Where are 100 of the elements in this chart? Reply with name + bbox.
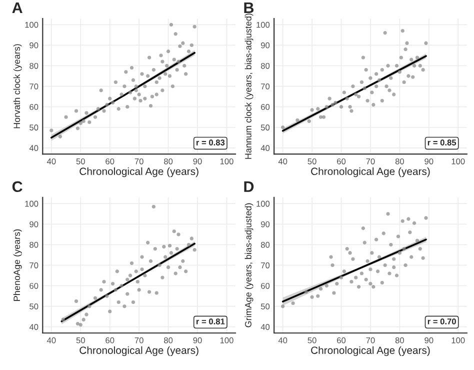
point xyxy=(137,288,141,292)
annotation: r = 0.85 xyxy=(428,140,456,146)
point xyxy=(339,104,344,109)
point xyxy=(384,84,388,88)
y-tick-label: 80 xyxy=(30,242,38,248)
x-tick-label: 80 xyxy=(164,158,173,164)
point xyxy=(400,219,404,223)
point xyxy=(388,88,392,92)
x-axis-title: Chronological Age (years) xyxy=(311,167,430,178)
point xyxy=(348,104,352,109)
y-tick-label: 90 xyxy=(261,221,270,228)
point xyxy=(318,287,323,291)
x-tick-label: 40 xyxy=(46,337,56,344)
point xyxy=(154,291,158,295)
point xyxy=(402,80,406,84)
point xyxy=(102,280,106,284)
y-axis-title: GrimAge (years, bias-adjusted) xyxy=(244,203,254,328)
y-tick-label: 40 xyxy=(29,324,38,330)
x-tick-label: 80 xyxy=(395,337,404,344)
y-tick-label: 60 xyxy=(261,282,270,289)
point xyxy=(372,284,376,289)
y-tick-label: 70 xyxy=(30,262,38,268)
point xyxy=(415,56,420,60)
point xyxy=(364,68,368,72)
point xyxy=(131,300,136,304)
point xyxy=(350,109,354,113)
point xyxy=(388,272,392,276)
x-tick-label: 80 xyxy=(395,158,404,164)
point xyxy=(368,76,372,80)
chart-title: D xyxy=(244,181,254,192)
point xyxy=(168,244,172,248)
point xyxy=(404,263,408,268)
point xyxy=(415,238,420,242)
point xyxy=(328,96,332,100)
point xyxy=(108,310,112,314)
point xyxy=(366,98,370,102)
point xyxy=(130,261,134,266)
point xyxy=(307,119,311,124)
point xyxy=(421,68,425,72)
point xyxy=(392,257,396,261)
point xyxy=(192,248,196,252)
point xyxy=(335,282,339,286)
point xyxy=(136,280,140,284)
point xyxy=(392,92,396,96)
y-axis-title: PhenoAge (years) xyxy=(13,229,22,301)
point xyxy=(360,80,364,84)
x-tick-label: 100 xyxy=(220,158,234,164)
point xyxy=(329,255,333,259)
point xyxy=(386,212,390,216)
point xyxy=(374,238,378,242)
point xyxy=(389,76,393,80)
y-tick-label: 70 xyxy=(261,83,270,90)
point xyxy=(172,229,176,234)
x-tick-label: 40 xyxy=(278,337,288,344)
point xyxy=(383,263,387,268)
point xyxy=(93,296,98,300)
point xyxy=(377,255,382,259)
point xyxy=(78,322,82,327)
point xyxy=(342,270,346,274)
point xyxy=(140,267,144,272)
y-tick-label: 100 xyxy=(256,200,270,207)
point xyxy=(392,265,396,270)
point xyxy=(184,270,188,274)
point xyxy=(152,204,156,209)
point xyxy=(398,70,402,74)
point xyxy=(376,270,380,274)
chart-title: C xyxy=(12,181,22,192)
y-tick-label: 70 xyxy=(30,83,38,90)
x-tick-label: 60 xyxy=(337,158,346,164)
point xyxy=(377,78,382,82)
x-tick-label: 50 xyxy=(308,337,316,344)
point xyxy=(330,263,334,268)
y-tick-label: 80 xyxy=(260,62,270,69)
point xyxy=(162,244,166,249)
point xyxy=(316,107,320,111)
point xyxy=(324,104,328,109)
x-tick-label: 60 xyxy=(106,337,114,344)
point xyxy=(361,226,366,230)
y-tick-label: 80 xyxy=(30,62,38,69)
point xyxy=(368,267,372,272)
point xyxy=(370,251,374,255)
point xyxy=(128,274,132,278)
point xyxy=(147,290,152,294)
x-tick-label: 60 xyxy=(337,337,346,344)
point xyxy=(61,318,65,322)
y-axis-title: Hannum clock (years, bias-adjusted) xyxy=(244,14,254,159)
point xyxy=(402,246,406,251)
point xyxy=(160,276,164,280)
point xyxy=(418,64,422,68)
x-tick-label: 60 xyxy=(106,158,114,164)
point xyxy=(166,265,170,270)
point xyxy=(380,98,384,102)
point xyxy=(361,56,366,60)
point xyxy=(324,284,328,288)
y-tick-label: 40 xyxy=(29,145,38,151)
y-tick-label: 40 xyxy=(260,145,270,151)
point xyxy=(143,274,147,278)
x-tick-label: 90 xyxy=(193,337,202,344)
point xyxy=(280,126,285,130)
x-tick-label: 90 xyxy=(424,337,434,344)
